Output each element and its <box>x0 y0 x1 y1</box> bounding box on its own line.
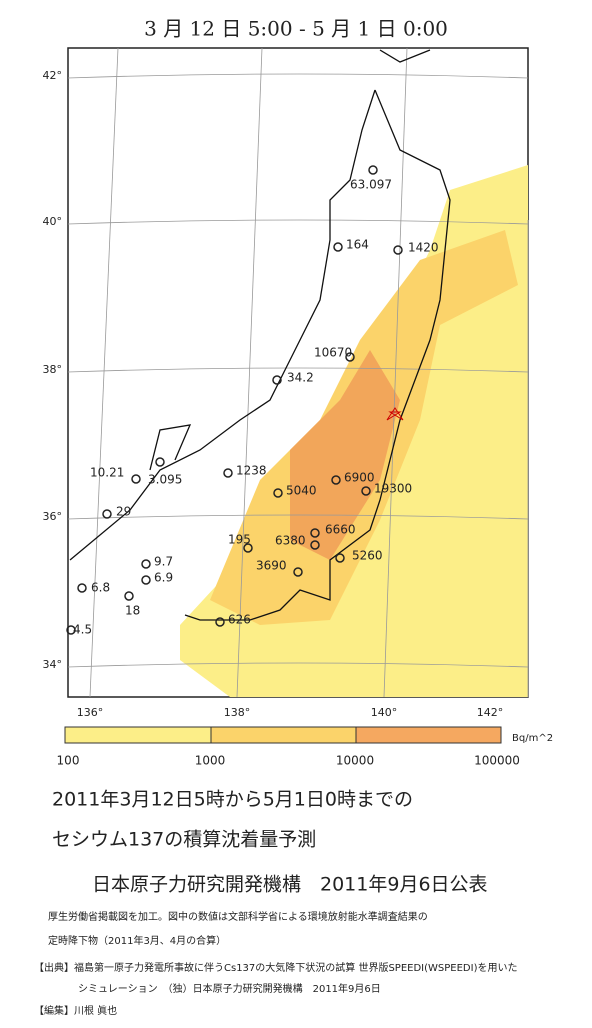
station-marker <box>124 591 134 601</box>
station-marker <box>141 559 151 569</box>
fukushima-marker <box>386 407 404 421</box>
lat-label: 42° <box>43 69 63 82</box>
station-value: 3690 <box>256 559 287 573</box>
station-marker <box>335 553 345 563</box>
station-value: 10.21 <box>90 466 124 480</box>
station-value: 1238 <box>236 464 267 478</box>
station-marker <box>223 468 233 478</box>
station-marker <box>368 165 378 175</box>
legend-unit: Bq/m^2 <box>512 733 553 744</box>
legend-label: 100 <box>57 754 80 768</box>
station-value: 626 <box>228 613 251 627</box>
station-marker <box>345 352 355 362</box>
station-marker <box>272 375 282 385</box>
graticule <box>67 47 529 698</box>
station-value: 164 <box>346 238 369 252</box>
source: シミュレーション （独）日本原子力研究開発機構 2011年9月6日 <box>78 982 381 995</box>
station-marker <box>293 567 303 577</box>
caption: 日本原子力研究開発機構 2011年9月6日公表 <box>92 874 488 896</box>
station-marker <box>310 528 320 538</box>
legend-swatch <box>355 726 502 744</box>
station-marker <box>310 540 320 550</box>
station-value: 5260 <box>352 549 383 563</box>
station-marker <box>66 625 76 635</box>
title: 3 月 12 日 5:00 - 5 月 1 日 0:00 <box>144 17 448 41</box>
station-value: 19300 <box>374 482 412 496</box>
lat-label: 36° <box>43 510 63 523</box>
station-marker <box>141 575 151 585</box>
coastline <box>69 49 451 621</box>
lon-label: 142° <box>477 706 504 719</box>
station-value: 18 <box>125 604 140 618</box>
station-value: 9.7 <box>154 555 173 569</box>
station-value: 6380 <box>275 534 306 548</box>
map <box>67 47 529 698</box>
legend-label: 100000 <box>474 754 520 768</box>
legend-label: 1000 <box>195 754 226 768</box>
station-marker <box>243 543 253 553</box>
station-value: 63.097 <box>350 178 392 192</box>
station-marker <box>215 617 225 627</box>
station-marker <box>331 475 341 485</box>
editor: 【編集】川根 眞也 <box>34 1004 117 1017</box>
deposit-high <box>290 350 400 560</box>
station-value: 29 <box>116 505 131 519</box>
station-value: 3.095 <box>148 473 182 487</box>
station-value: 1420 <box>408 241 439 255</box>
station-value: 34.2 <box>287 371 314 385</box>
station-marker <box>273 488 283 498</box>
station-value: 10670 <box>314 346 352 360</box>
station-value: 4.5 <box>73 623 92 637</box>
station-marker <box>131 474 141 484</box>
legend: Bq/m^2 <box>64 726 553 744</box>
legend-label: 10000 <box>336 754 374 768</box>
note: 定時降下物（2011年3月、4月の合算） <box>48 934 226 947</box>
source: 【出典】福島第一原子力発電所事故に伴うCs137の大気降下状況の試算 世界版SP… <box>34 961 517 974</box>
note: 厚生労働省掲載図を加工。図中の数値は文部科学省による環境放射能水準調査結果の <box>48 910 428 923</box>
legend-swatch <box>210 726 357 744</box>
caption: セシウム137の積算沈着量予測 <box>52 829 316 851</box>
station-marker <box>361 486 371 496</box>
station-value: 5040 <box>286 484 317 498</box>
station-marker <box>77 583 87 593</box>
lat-label: 40° <box>43 215 63 228</box>
station-marker <box>393 245 403 255</box>
lat-label: 38° <box>43 363 63 376</box>
station-value: 6.9 <box>154 571 173 585</box>
station-marker <box>155 457 165 467</box>
station-value: 195 <box>228 533 251 547</box>
legend-swatch <box>64 726 212 744</box>
station-value: 6660 <box>325 523 356 537</box>
lat-label: 34° <box>43 658 63 671</box>
station-marker <box>102 509 112 519</box>
caption: 2011年3月12日5時から5月1日0時までの <box>52 789 413 811</box>
lon-label: 136° <box>77 706 104 719</box>
lon-label: 138° <box>224 706 251 719</box>
station-value: 6.8 <box>91 581 110 595</box>
lon-label: 140° <box>371 706 398 719</box>
station-value: 6900 <box>344 471 375 485</box>
station-marker <box>333 242 343 252</box>
